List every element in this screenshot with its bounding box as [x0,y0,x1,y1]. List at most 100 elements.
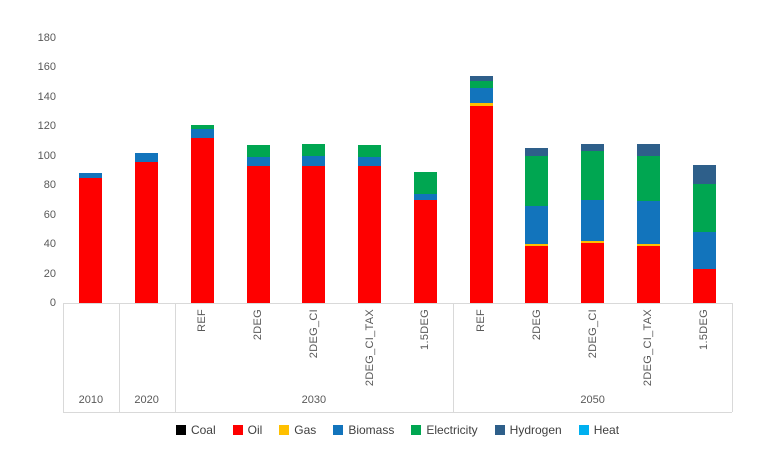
segment-electricity [413,171,437,195]
legend-item-hydrogen: Hydrogen [494,423,562,437]
y-axis-tick: 20 [43,267,56,280]
x-axis-scenario-slot: REF [453,309,509,332]
legend-swatch-hydrogen [494,425,505,435]
legend-item-gas: Gas [279,423,316,437]
legend-label: Biomass [348,423,395,437]
segment-biomass [358,157,382,167]
y-axis-tick: 40 [43,238,56,251]
x-axis-group-label: 2010 [78,394,104,406]
x-axis-scenario-slot: 2DEG_CI [286,309,342,358]
segment-oil [79,177,103,303]
segment-oil [135,161,159,303]
segment-oil [246,166,270,303]
x-axis-scenario-label: 1.5DEG [698,309,711,350]
legend-swatch-biomass [333,425,344,435]
x-axis-scenario-label: 2DEG [252,309,265,341]
x-axis-group-label: 2030 [301,394,327,406]
segment-oil [469,105,493,303]
category-separator [174,303,176,412]
y-axis-tick: 80 [43,179,56,192]
legend-label: Gas [294,423,317,437]
segment-electricity [469,80,493,89]
segment-oil [581,242,605,303]
segment-electricity [636,155,660,202]
x-axis-scenario-slot: 2DEG [509,309,565,340]
legend-label: Oil [247,423,263,437]
bar-2050-ref [469,76,493,303]
legend-label: Electricity [426,423,478,437]
x-axis-scenario-label: 2DEG_CI_TAX [363,309,376,387]
legend: Coal Oil Gas Biomass Electricity Hydrogen Heat [63,421,732,439]
segment-biomass [79,173,103,178]
y-axis-tick: 120 [37,120,56,133]
segment-biomass [413,194,437,200]
x-axis-scenario-slot: REF [175,309,231,332]
segment-oil [413,199,437,303]
segment-electricity [302,144,326,156]
legend-label: Hydrogen [509,423,562,437]
y-axis-tick: 100 [37,149,56,162]
x-axis-scenario-label: 2DEG_CI [586,309,599,359]
x-axis-scenario-label: 1.5DEG [419,309,432,350]
x-axis-group-label: 2020 [134,394,159,406]
y-axis-tick: 160 [37,61,56,74]
segment-electricity [525,155,549,206]
bar-2030-2deg [246,145,270,303]
segment-biomass [469,88,493,103]
bar-2050-2deg_ci_tax [636,144,660,303]
segment-biomass [135,152,159,162]
segment-electricity [246,145,270,158]
bar-2030-2deg_ci_tax [358,145,382,303]
bar-2030-2deg_ci [302,144,326,303]
segment-biomass [636,201,660,245]
y-axis-tick: 180 [37,32,56,44]
segment-electricity [692,183,716,233]
segment-hydrogen [469,76,493,81]
x-axis-group-label: 2050 [580,394,605,406]
x-axis-scenario-label: REF [475,309,488,332]
legend-swatch-gas [279,425,290,435]
axis-bottom-line [63,412,732,413]
segment-hydrogen [636,144,660,156]
legend-item-heat: Heat [578,423,620,437]
x-axis-scenario-label: REF [196,309,209,332]
y-axis-tick: 140 [37,90,56,103]
segment-biomass [525,205,549,245]
segment-electricity [581,151,605,200]
category-separator [732,303,733,412]
bar-2030-ref [190,124,214,303]
bar-2050-1.5deg [692,164,716,303]
segment-biomass [692,232,716,270]
x-axis-scenario-slot: 2DEG [230,309,286,340]
segment-hydrogen [525,148,549,156]
legend-swatch-coal [175,425,186,435]
segment-hydrogen [692,164,716,184]
x-axis-scenario-slot: 2DEG_CI_TAX [621,309,677,386]
y-axis-tick: 60 [43,208,56,221]
x-axis-line [63,303,732,304]
segment-oil [692,269,716,303]
segment-hydrogen [581,144,605,152]
segment-biomass [302,155,326,167]
bar-2050-2deg [525,148,549,303]
legend-item-electricity: Electricity [411,423,478,437]
segment-electricity [190,124,214,130]
segment-biomass [581,199,605,242]
x-axis-scenario-slot: 1.5DEG [398,309,454,350]
category-separator [118,303,120,412]
segment-gas [581,241,605,243]
bar-2020 [135,152,159,303]
segment-oil [302,166,326,303]
legend-swatch-oil [232,425,243,435]
legend-label: Coal [190,423,216,437]
segment-gas [525,244,549,246]
legend-label: Heat [593,423,620,437]
bar-2050-2deg_ci [581,144,605,303]
legend-swatch-heat [578,425,589,435]
segment-gas [469,102,493,106]
bar-2030-1.5deg [413,171,437,303]
segment-gas [636,244,660,246]
x-axis-scenario-label: 2DEG [530,309,543,341]
legend-item-coal: Coal [175,423,216,437]
